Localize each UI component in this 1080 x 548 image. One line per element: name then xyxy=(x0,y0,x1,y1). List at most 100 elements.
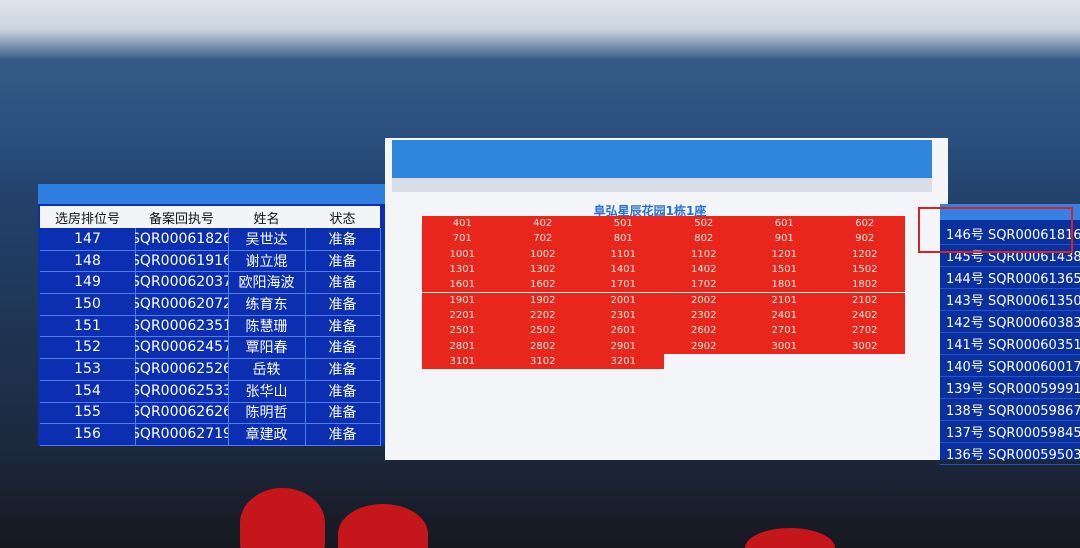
unit-cell: 3102 xyxy=(530,355,556,367)
table-header-cell: 选房排位号 xyxy=(40,206,135,228)
selected-item: 140号 SQR00060017 选中 xyxy=(940,354,1080,377)
unit-cell: 1801 xyxy=(771,279,797,291)
unit-cell: 1102 xyxy=(691,248,717,260)
unit-cell: 2602 xyxy=(691,325,717,337)
table-cell: 陈明哲 xyxy=(228,401,306,425)
unit-cell: 2702 xyxy=(852,325,878,337)
table-cell: SQR00062719 xyxy=(135,423,229,446)
selected-item: 141号 SQR00060351 选中 xyxy=(940,332,1080,355)
selected-item: 137号 SQR00059845 选中 xyxy=(940,420,1080,443)
unit-cell: 2202 xyxy=(530,309,556,321)
table-cell: 150 xyxy=(40,293,136,316)
highlight-box xyxy=(918,207,1073,253)
table-cell: 陈慧珊 xyxy=(228,314,306,338)
table-cell: SQR00062526 xyxy=(135,358,229,381)
unit-row-bg xyxy=(422,307,905,324)
unit-cell: 1602 xyxy=(530,279,556,291)
unit-row-bg xyxy=(422,261,905,278)
unit-cell: 802 xyxy=(694,233,714,245)
unit-row-bg xyxy=(422,323,905,339)
unit-row-bg xyxy=(422,338,905,354)
unit-row-bg xyxy=(422,216,905,232)
unit-cell: 502 xyxy=(694,218,714,230)
table-cell: 准备 xyxy=(305,228,381,251)
table-header-cell: 状态 xyxy=(305,206,380,228)
table-cell: SQR00062072 xyxy=(135,293,229,316)
table-cell: 岳轶 xyxy=(228,358,306,381)
unit-cell: 2002 xyxy=(691,294,717,306)
unit-cell: 602 xyxy=(855,218,875,230)
selected-item: 146号 SQR00061816 选中 xyxy=(940,222,1080,245)
table-cell: 欧阳海波 xyxy=(228,271,306,295)
table-cell: SQR00062037 xyxy=(135,271,229,295)
unit-cell: 2101 xyxy=(771,294,797,306)
table-cell: 148 xyxy=(40,249,136,273)
table-header-cell: 备案回执号 xyxy=(135,206,228,228)
table-cell: 156 xyxy=(40,423,136,446)
unit-cell: 1901 xyxy=(449,294,475,306)
table-header-cell: 姓名 xyxy=(228,206,305,228)
table-cell: 准备 xyxy=(305,314,381,338)
table-cell: 152 xyxy=(40,336,136,360)
unit-cell: 3002 xyxy=(852,340,878,352)
unit-cell: 3101 xyxy=(449,355,475,367)
table-cell: SQR00061826 xyxy=(135,228,229,251)
unit-cell: 1902 xyxy=(530,294,556,306)
chair xyxy=(240,488,325,548)
table-cell: SQR00061916 xyxy=(135,249,229,273)
unit-cell: 2402 xyxy=(852,309,878,321)
unit-cell: 702 xyxy=(533,233,553,245)
unit-cell: 2902 xyxy=(691,340,717,352)
unit-cell: 3001 xyxy=(771,340,797,352)
table-cell: 张华山 xyxy=(228,379,306,403)
unit-cell: 402 xyxy=(533,218,553,230)
unit-cell: 1401 xyxy=(610,264,636,276)
unit-row-bg xyxy=(422,353,664,369)
unit-cell: 901 xyxy=(774,233,794,245)
unit-cell: 1502 xyxy=(852,264,878,276)
selected-item: 145号 SQR00061438 选中 xyxy=(940,244,1080,267)
table-cell: 练育东 xyxy=(228,293,306,316)
unit-row-bg xyxy=(422,246,905,262)
unit-cell: 1301 xyxy=(449,264,475,276)
unit-cell: 2302 xyxy=(691,309,717,321)
table-cell: 153 xyxy=(40,358,136,381)
unit-cell: 2502 xyxy=(530,325,556,337)
table-cell: 155 xyxy=(40,401,136,425)
chair xyxy=(745,528,835,548)
unit-cell: 2701 xyxy=(771,325,797,337)
unit-cell: 1202 xyxy=(852,248,878,260)
unit-cell: 401 xyxy=(452,218,472,230)
unit-cell: 601 xyxy=(774,218,794,230)
unit-cell: 2801 xyxy=(449,340,475,352)
table-cell: 谢立焜 xyxy=(228,249,306,273)
unit-cell: 1201 xyxy=(771,248,797,260)
center-screen-tabs xyxy=(392,178,932,192)
unit-cell: 801 xyxy=(613,233,633,245)
selected-item: 138号 SQR00059867 选中 xyxy=(940,398,1080,421)
unit-cell: 1402 xyxy=(691,264,717,276)
selected-item: 136号 SQR00059503 选中 xyxy=(940,442,1080,465)
table-cell: 覃阳春 xyxy=(228,336,306,360)
chair xyxy=(338,504,428,548)
unit-cell: 2102 xyxy=(852,294,878,306)
table-cell: 147 xyxy=(40,228,136,251)
table-cell: 149 xyxy=(40,271,136,295)
unit-cell: 2001 xyxy=(610,294,636,306)
unit-cell: 2501 xyxy=(449,325,475,337)
unit-cell: 2901 xyxy=(610,340,636,352)
table-cell: 准备 xyxy=(305,249,381,273)
unit-cell: 2802 xyxy=(530,340,556,352)
selected-item: 144号 SQR00061365 选中 xyxy=(940,266,1080,289)
table-cell: 154 xyxy=(40,379,136,403)
unit-cell: 902 xyxy=(855,233,875,245)
table-cell: 吴世达 xyxy=(228,228,306,251)
unit-cell: 1601 xyxy=(449,279,475,291)
left-screen-header xyxy=(38,184,386,204)
selected-item: 143号 SQR00061350 选中 xyxy=(940,288,1080,311)
unit-cell: 701 xyxy=(452,233,472,245)
table-cell: 准备 xyxy=(305,379,381,403)
unit-cell: 3201 xyxy=(610,355,636,367)
table-cell: 151 xyxy=(40,314,136,338)
